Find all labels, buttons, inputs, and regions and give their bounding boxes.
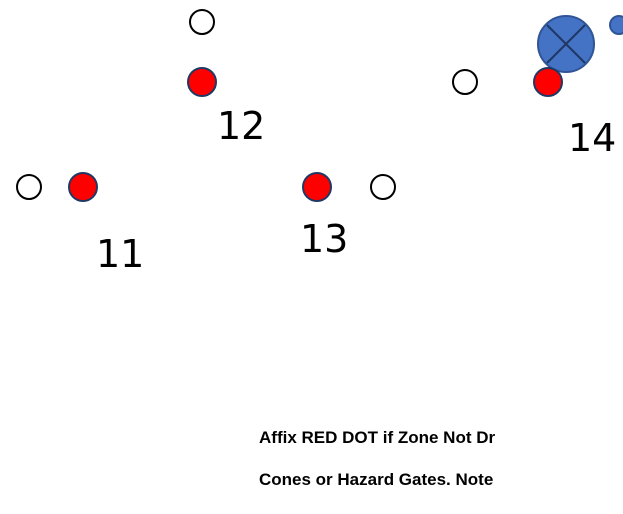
red-dot-icon [533,67,563,97]
circle-with-x-icon [537,15,595,73]
red-dot-icon [302,172,332,202]
open-circle-icon [16,174,42,200]
zone-number-11: 11 [96,232,144,276]
zone-number-14: 14 [568,116,616,160]
instruction-line-1: Affix RED DOT if Zone Not Dr [259,428,495,447]
open-circle-icon [452,69,478,95]
zone-number-12: 12 [217,104,265,148]
red-dot-icon [187,67,217,97]
hazard-marker-partial-icon [609,15,623,35]
instruction-line-2: Cones or Hazard Gates. Note [259,470,493,489]
zone-number-13: 13 [300,217,348,261]
open-circle-icon [189,9,215,35]
open-circle-icon [370,174,396,200]
red-dot-icon [68,172,98,202]
